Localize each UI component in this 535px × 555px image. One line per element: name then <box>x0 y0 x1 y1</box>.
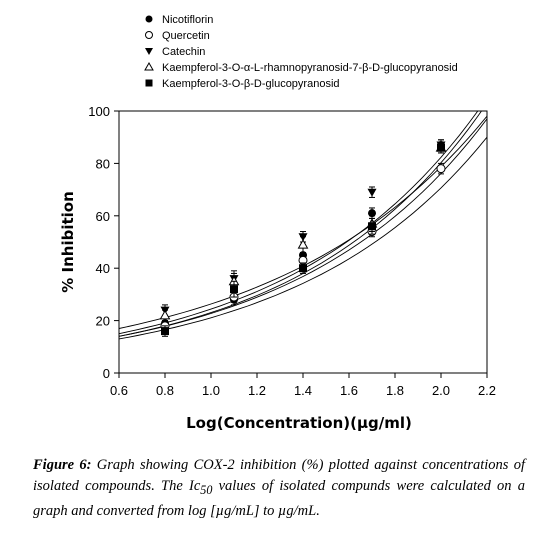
x-tick-label: 1.0 <box>202 383 220 398</box>
y-tick-label: 60 <box>96 209 110 224</box>
chart-svg: Nicotiflorin Quercetin Catechin Kaempferol-… <box>59 14 496 432</box>
data-point <box>367 188 377 197</box>
data-point <box>368 222 376 231</box>
legend-marker <box>145 31 153 39</box>
y-tick-label: 0 <box>103 366 110 381</box>
fit-curve <box>119 115 487 329</box>
x-tick-label: 1.2 <box>248 383 266 398</box>
x-tick-label: 1.8 <box>386 383 404 398</box>
data-point <box>159 309 171 320</box>
data-point <box>436 164 446 174</box>
x-tick-label: 2.0 <box>432 383 450 398</box>
figure-caption-label: Figure 6: <box>33 457 92 473</box>
data-point <box>368 209 376 218</box>
x-tick-label: 1.6 <box>340 383 358 398</box>
x-axis-label: Log(Concentration)(µg/ml) <box>186 414 412 432</box>
legend-label: Kaempferol-3-O-α-L-rhamnopyranosid-7-β-D… <box>162 62 458 74</box>
fit-curve <box>119 136 487 340</box>
legend-label: Kaempferol-3-O-β-D-glucopyranosid <box>162 78 340 90</box>
plot-area: 0.6 0.8 1.0 1.2 1.4 1.6 1.8 2.0 2.2 0 20 40 60 80 100 <box>88 104 496 398</box>
y-tick-label: 40 <box>96 261 110 276</box>
legend: Nicotiflorin Quercetin Catechin Kaempferol-… <box>144 14 458 90</box>
x-tick-label: 2.2 <box>478 383 496 398</box>
fit-curve <box>119 111 479 335</box>
y-axis-label: % Inhibition <box>59 191 77 293</box>
figure-caption-subscript: 50 <box>200 482 213 497</box>
fit-curve <box>119 111 483 337</box>
legend-marker <box>145 48 153 55</box>
data-point <box>299 264 307 273</box>
legend-marker <box>144 61 154 71</box>
x-tick-label: 0.8 <box>156 383 174 398</box>
x-tick-label: 1.4 <box>294 383 312 398</box>
fit-curve <box>119 118 487 337</box>
legend-marker <box>145 79 153 87</box>
y-tick-label: 100 <box>88 104 110 119</box>
figure-caption-text-2: values of isolated compunds were calcula… <box>33 478 526 519</box>
legend-label: Catechin <box>162 46 205 58</box>
data-point <box>230 285 238 294</box>
data-point <box>437 143 445 152</box>
legend-marker <box>145 15 153 23</box>
figure-caption: Figure 6: Graph showing COX-2 inhibition… <box>33 455 525 522</box>
legend-label: Quercetin <box>162 30 210 42</box>
legend-label: Nicotiflorin <box>162 14 213 26</box>
figure-caption-text-1: Graph showing COX-2 inhibition (%) plott… <box>33 457 526 494</box>
data-point <box>161 327 169 336</box>
x-tick-label: 0.6 <box>110 383 128 398</box>
y-tick-label: 20 <box>96 314 110 329</box>
y-tick-label: 80 <box>96 156 110 171</box>
data-point <box>297 239 309 249</box>
